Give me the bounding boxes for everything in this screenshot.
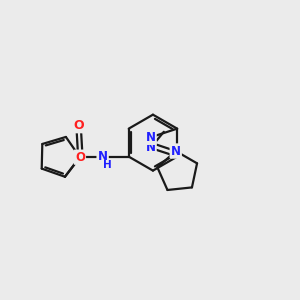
- Text: N: N: [171, 145, 181, 158]
- Text: N: N: [146, 131, 156, 144]
- Text: H: H: [103, 160, 111, 170]
- Text: O: O: [74, 119, 84, 132]
- Text: N: N: [146, 142, 156, 154]
- Text: O: O: [75, 151, 85, 164]
- Text: N: N: [98, 150, 108, 163]
